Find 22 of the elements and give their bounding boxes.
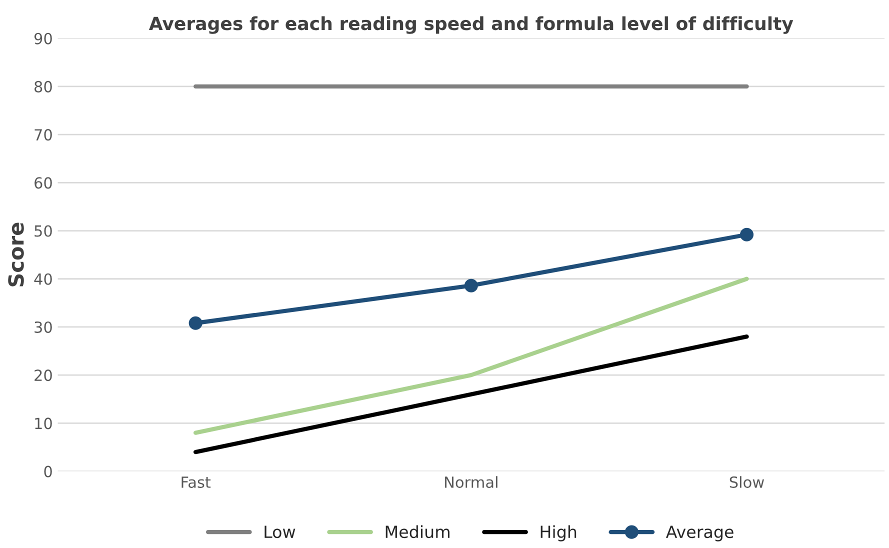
legend-label: High: [540, 525, 576, 542]
y-tick-label: 70: [34, 129, 52, 141]
point: [188, 316, 202, 330]
y-tick-label: 20: [34, 370, 52, 382]
x-tick-label: Slow: [730, 476, 764, 488]
y-tick-label: 0: [44, 466, 52, 478]
legend-label: Low: [264, 526, 296, 538]
y-tick-label: 60: [34, 177, 52, 189]
point: [740, 228, 754, 242]
y-tick-label: 10: [35, 418, 52, 430]
point: [464, 278, 478, 292]
x-tick-label: Normal: [445, 476, 498, 488]
x-tick-label: Fast: [182, 476, 211, 488]
y-tick-label: 80: [34, 80, 52, 92]
legend-label: Medium: [386, 525, 450, 538]
chart-title: Averages for each reading speed and formula level of difficulty: [148, 16, 794, 34]
y-tick-label: 30: [34, 321, 52, 333]
y-tick-label: 40: [34, 273, 52, 285]
y-tick-label: 50: [34, 225, 52, 237]
y-tick-label: 90: [34, 32, 52, 44]
y-axis-title: Score: [8, 222, 24, 286]
legend-label: Average: [666, 526, 734, 542]
